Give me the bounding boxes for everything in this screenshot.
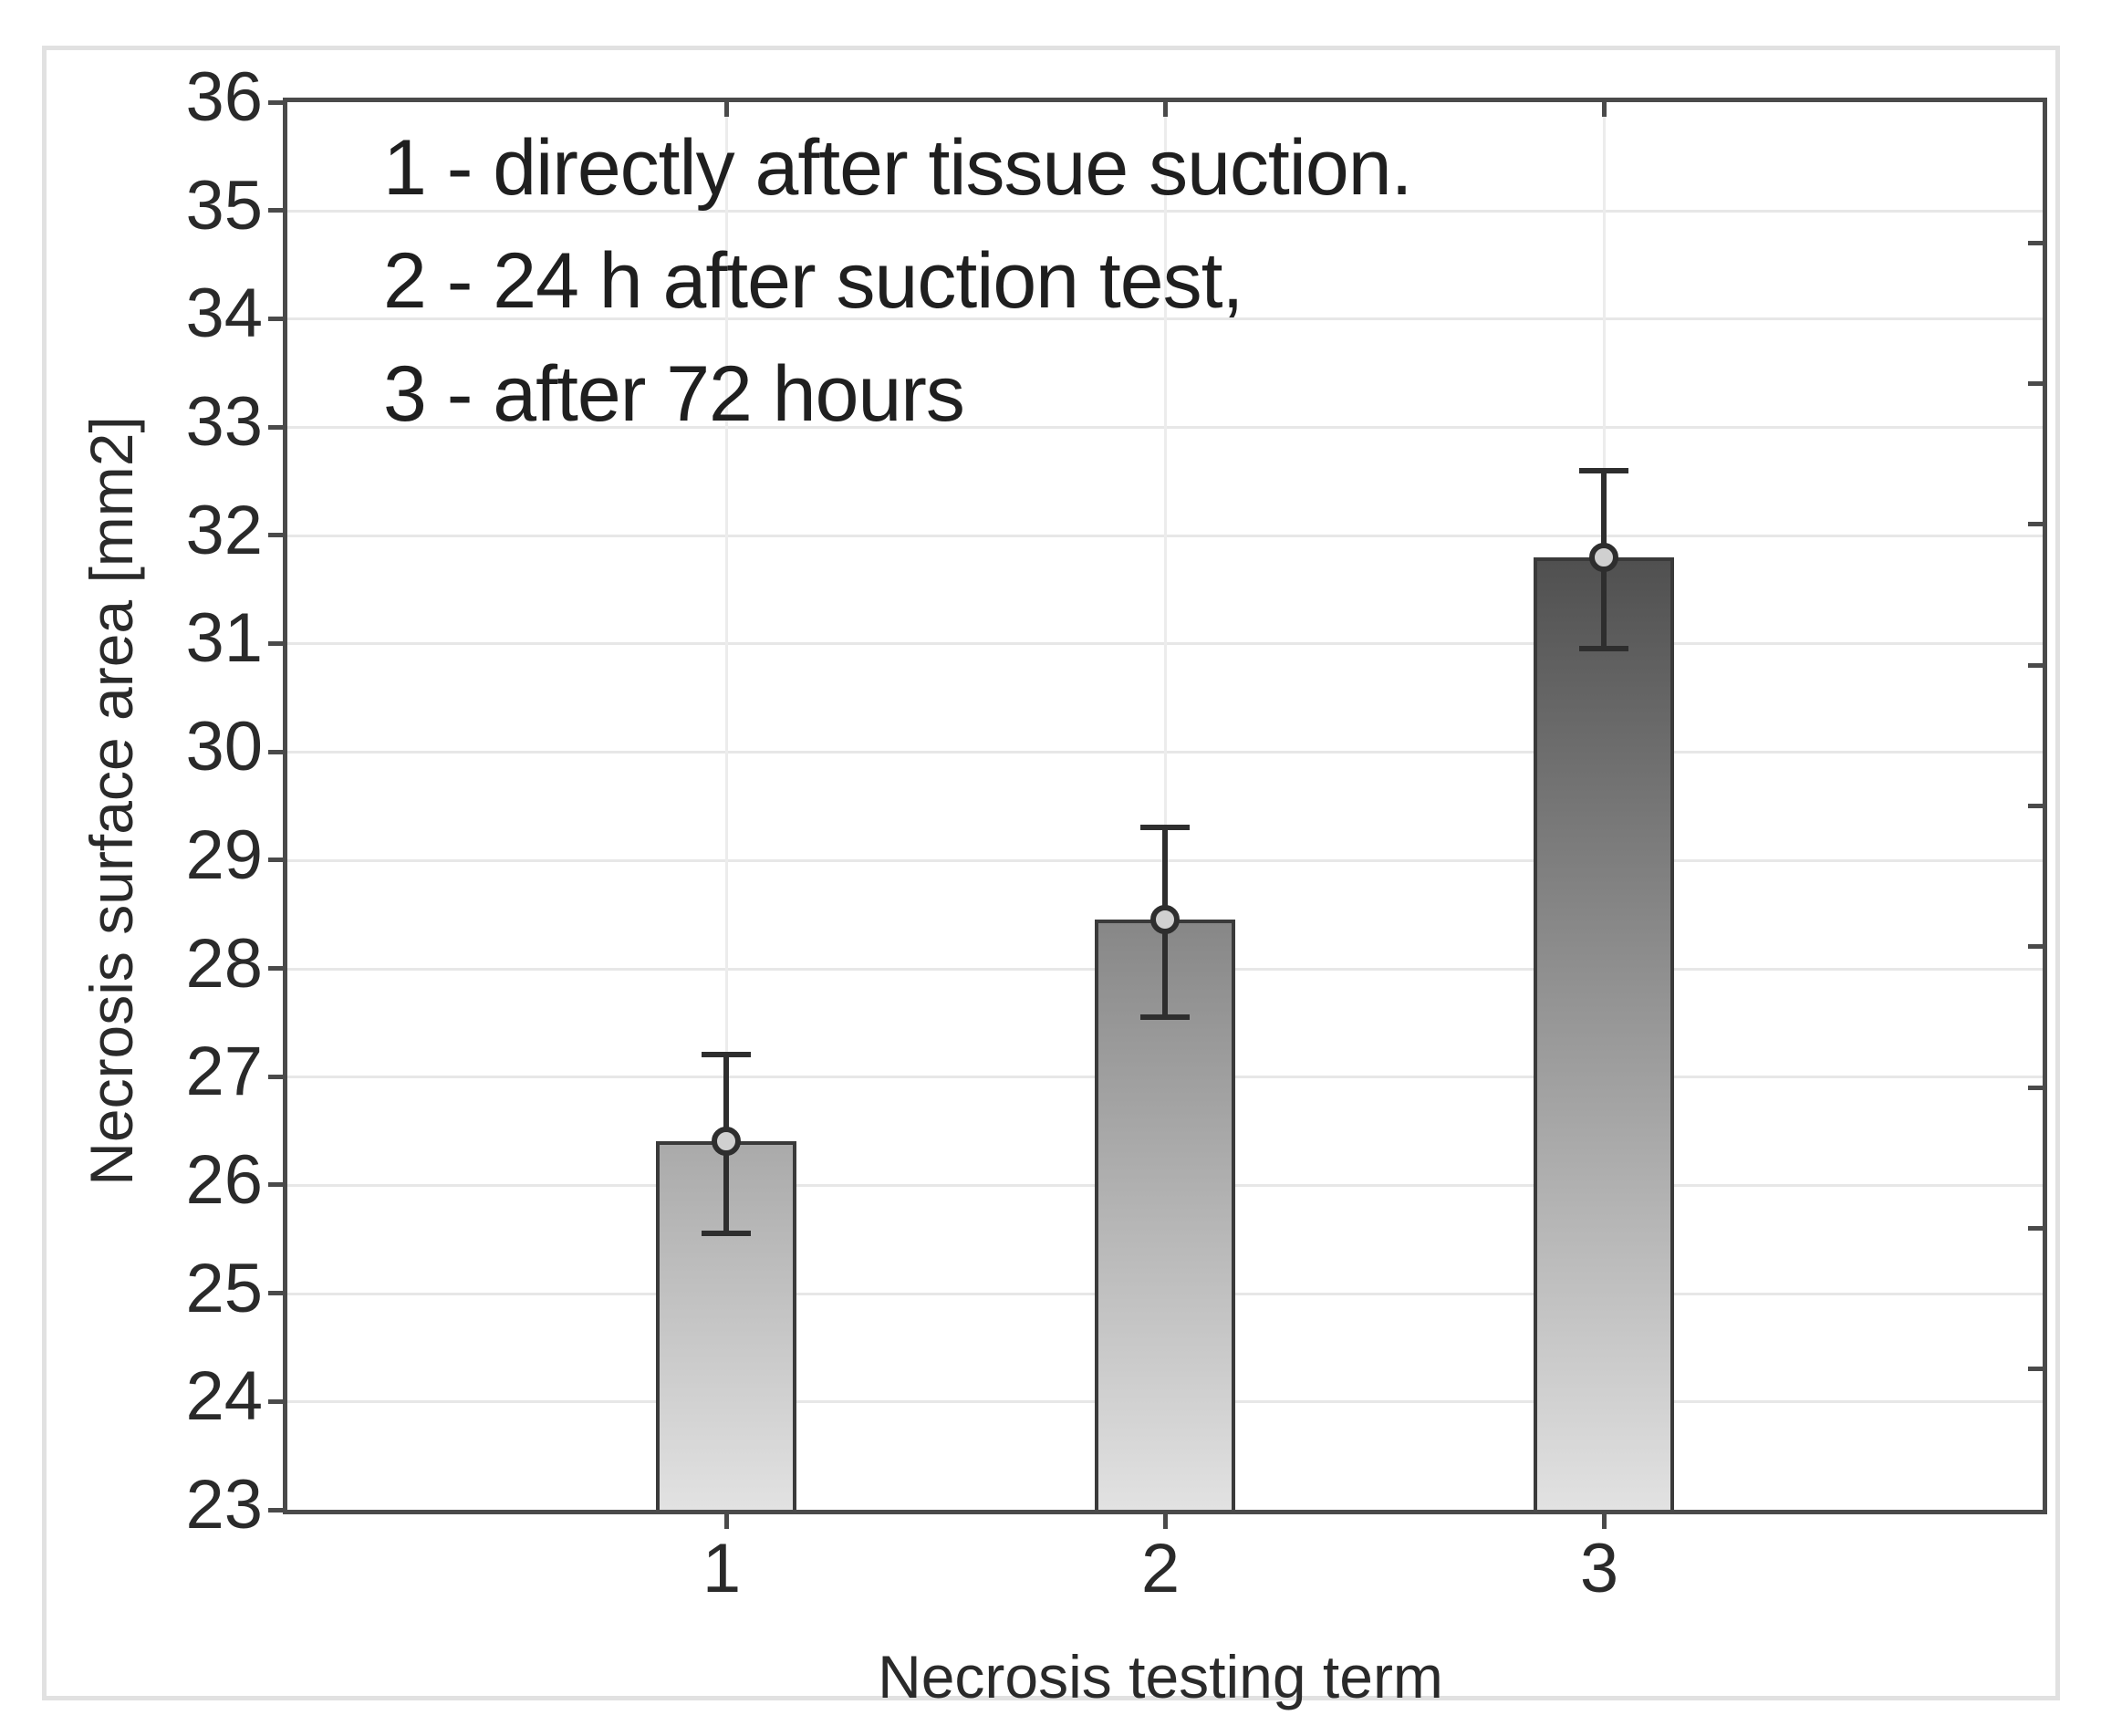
y-tick-label: 35	[185, 166, 263, 244]
y-axis-tick	[268, 1507, 283, 1513]
y-axis-tick	[268, 316, 283, 321]
error-bar-cap-top	[1579, 467, 1628, 473]
y-axis-tick	[268, 1182, 283, 1188]
legend-note: 1 - directly after tissue suction. 2 - 2…	[383, 111, 1412, 451]
y-axis-tick	[268, 640, 283, 646]
right-axis-tick	[2028, 662, 2043, 668]
y-tick-label: 27	[185, 1033, 263, 1111]
y-axis-tick	[268, 533, 283, 538]
y-axis-tick	[268, 1291, 283, 1296]
x-category-label: 1	[702, 1530, 742, 1607]
y-tick-label: 29	[185, 816, 263, 894]
y-axis-tick	[268, 424, 283, 430]
x-axis-tick	[1162, 1514, 1168, 1529]
y-tick-label: 31	[185, 599, 263, 678]
y-axis-tick	[268, 749, 283, 754]
y-axis-tick	[268, 208, 283, 213]
error-bar-cap-bottom	[1140, 1014, 1190, 1020]
error-bar-cap-bottom	[702, 1231, 751, 1237]
legend-note-line-3: 3 - after 72 hours	[383, 350, 965, 438]
legend-note-line-1: 1 - directly after tissue suction.	[383, 124, 1412, 212]
y-axis-tick	[268, 858, 283, 863]
x-category-label: 2	[1140, 1530, 1181, 1607]
y-tick-label: 23	[185, 1466, 263, 1544]
y-tick-label: 32	[185, 491, 263, 569]
y-tick-label: 34	[185, 275, 263, 353]
y-axis-tick	[268, 1398, 283, 1404]
error-bar-cap-bottom	[1579, 646, 1628, 652]
right-axis-tick	[2028, 1085, 2043, 1090]
y-tick-label: 33	[185, 383, 263, 462]
plot-area	[268, 98, 2047, 1529]
top-axis-tick	[1162, 102, 1168, 117]
right-axis-tick	[2028, 1225, 2043, 1231]
right-axis-tick	[2028, 804, 2043, 808]
y-axis-tick	[268, 966, 283, 972]
right-axis-tick	[2028, 522, 2043, 527]
x-axis-tick	[723, 1514, 729, 1529]
figure-border	[42, 46, 2060, 1700]
right-axis-tick	[2028, 1367, 2043, 1372]
mean-marker	[1150, 905, 1180, 935]
right-axis-tick	[2028, 240, 2043, 245]
gridline-vertical	[725, 102, 728, 1510]
top-axis-tick	[723, 102, 729, 117]
y-axis-tick	[268, 1074, 283, 1079]
error-bar-cap-top	[702, 1052, 751, 1058]
x-axis-tick	[1601, 1514, 1607, 1529]
right-axis-tick	[2028, 381, 2043, 387]
y-tick-label: 30	[185, 708, 263, 786]
error-bar-cap-top	[1140, 825, 1190, 831]
gridline-vertical	[1164, 102, 1167, 1510]
y-tick-label: 36	[185, 58, 263, 136]
y-tick-label: 25	[185, 1249, 263, 1327]
right-axis-tick	[2028, 944, 2043, 950]
bar-category-3	[1534, 556, 1674, 1510]
x-axis-label: Necrosis testing term	[878, 1643, 1443, 1710]
y-tick-label: 26	[185, 1140, 263, 1219]
y-tick-label: 28	[185, 924, 263, 1003]
y-tick-label: 24	[185, 1357, 263, 1436]
top-axis-tick	[1601, 102, 1607, 117]
mean-marker	[1589, 542, 1618, 572]
mean-marker	[712, 1127, 741, 1157]
x-category-label: 3	[1579, 1530, 1619, 1607]
legend-note-line-2: 2 - 24 h after suction test,	[383, 237, 1243, 325]
y-axis-label: Necrosis surface area [mm2]	[78, 416, 145, 1186]
y-axis-tick	[268, 99, 283, 105]
